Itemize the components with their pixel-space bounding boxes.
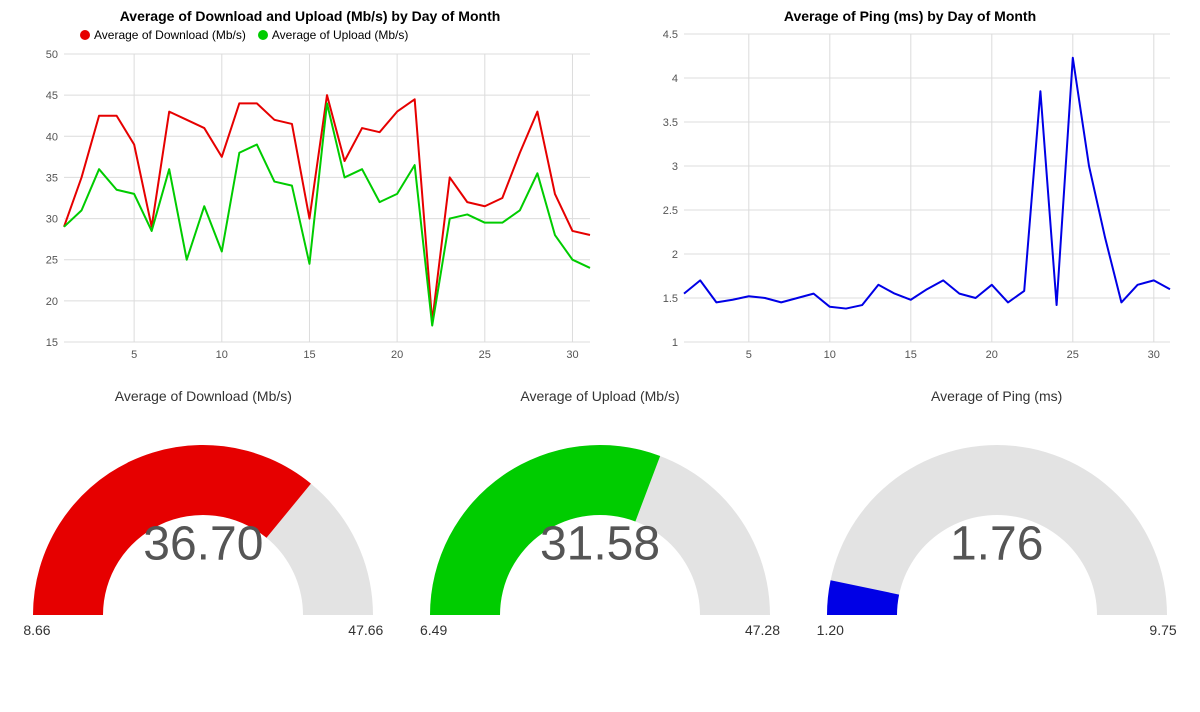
svg-text:45: 45 — [46, 90, 58, 102]
legend-dot-icon — [80, 30, 90, 40]
svg-text:20: 20 — [391, 349, 403, 361]
gauge-min-label: 1.20 — [817, 622, 844, 638]
ping-gauge: Average of Ping (ms) 1.76 1.20 9.75 — [813, 388, 1180, 698]
svg-text:30: 30 — [566, 349, 578, 361]
download-gauge: Average of Download (Mb/s) 36.70 8.66 47… — [20, 388, 387, 698]
svg-text:3: 3 — [672, 161, 678, 173]
gauges-row: Average of Download (Mb/s) 36.70 8.66 47… — [20, 388, 1180, 698]
gauge-minmax: 8.66 47.66 — [23, 622, 383, 638]
gauge-value: 1.76 — [950, 517, 1043, 572]
legend-label: Average of Download (Mb/s) — [94, 28, 246, 42]
gauge-wrap: 31.58 — [420, 420, 780, 620]
gauge-max-label: 47.66 — [348, 622, 383, 638]
svg-text:10: 10 — [216, 349, 228, 361]
gauge-max-label: 9.75 — [1149, 622, 1176, 638]
gauge-minmax: 6.49 47.28 — [420, 622, 780, 638]
svg-text:10: 10 — [824, 349, 836, 361]
gauge-value: 36.70 — [143, 517, 263, 572]
gauge-title: Average of Download (Mb/s) — [115, 388, 292, 404]
top-charts-row: Average of Download and Upload (Mb/s) by… — [20, 8, 1180, 378]
gauge-wrap: 1.76 — [817, 420, 1177, 620]
svg-text:15: 15 — [303, 349, 315, 361]
svg-text:5: 5 — [746, 349, 752, 361]
svg-text:5: 5 — [131, 349, 137, 361]
download-upload-chart: Average of Download and Upload (Mb/s) by… — [20, 8, 600, 378]
gauge-min-label: 8.66 — [23, 622, 50, 638]
gauge-min-label: 6.49 — [420, 622, 447, 638]
upload-gauge: Average of Upload (Mb/s) 31.58 6.49 47.2… — [417, 388, 784, 698]
legend-label: Average of Upload (Mb/s) — [272, 28, 409, 42]
svg-text:15: 15 — [46, 337, 58, 349]
svg-text:25: 25 — [46, 255, 58, 267]
svg-text:2.5: 2.5 — [663, 205, 678, 217]
svg-text:30: 30 — [1148, 349, 1160, 361]
chart-legend: Average of Download (Mb/s) Average of Up… — [80, 28, 408, 42]
svg-text:30: 30 — [46, 214, 58, 226]
ping-chart: Average of Ping (ms) by Day of Month 1 1.… — [640, 8, 1180, 378]
svg-text:2: 2 — [672, 249, 678, 261]
chart-title: Average of Ping (ms) by Day of Month — [784, 8, 1036, 24]
gauge-title: Average of Upload (Mb/s) — [520, 388, 679, 404]
svg-text:4: 4 — [672, 73, 678, 85]
svg-text:3.5: 3.5 — [663, 117, 678, 129]
svg-text:1: 1 — [672, 337, 678, 349]
svg-text:35: 35 — [46, 172, 58, 184]
gauge-value: 31.58 — [540, 517, 660, 572]
svg-text:50: 50 — [46, 49, 58, 61]
svg-text:20: 20 — [986, 349, 998, 361]
line-chart-svg: 15 20 25 30 35 40 45 50 5 10 15 20 25 30 — [20, 48, 600, 368]
legend-item-download[interactable]: Average of Download (Mb/s) — [80, 28, 246, 42]
line-chart-svg: 1 1.5 2 2.5 3 3.5 4 4.5 5 10 15 20 25 30 — [640, 28, 1180, 368]
svg-text:25: 25 — [1067, 349, 1079, 361]
svg-text:15: 15 — [905, 349, 917, 361]
svg-text:40: 40 — [46, 131, 58, 143]
svg-text:1.5: 1.5 — [663, 293, 678, 305]
gauge-max-label: 47.28 — [745, 622, 780, 638]
svg-text:4.5: 4.5 — [663, 29, 678, 41]
gauge-minmax: 1.20 9.75 — [817, 622, 1177, 638]
svg-text:20: 20 — [46, 296, 58, 308]
gauge-title: Average of Ping (ms) — [931, 388, 1062, 404]
svg-text:25: 25 — [479, 349, 491, 361]
legend-item-upload[interactable]: Average of Upload (Mb/s) — [258, 28, 409, 42]
gauge-wrap: 36.70 — [23, 420, 383, 620]
chart-title: Average of Download and Upload (Mb/s) by… — [120, 8, 501, 24]
legend-dot-icon — [258, 30, 268, 40]
